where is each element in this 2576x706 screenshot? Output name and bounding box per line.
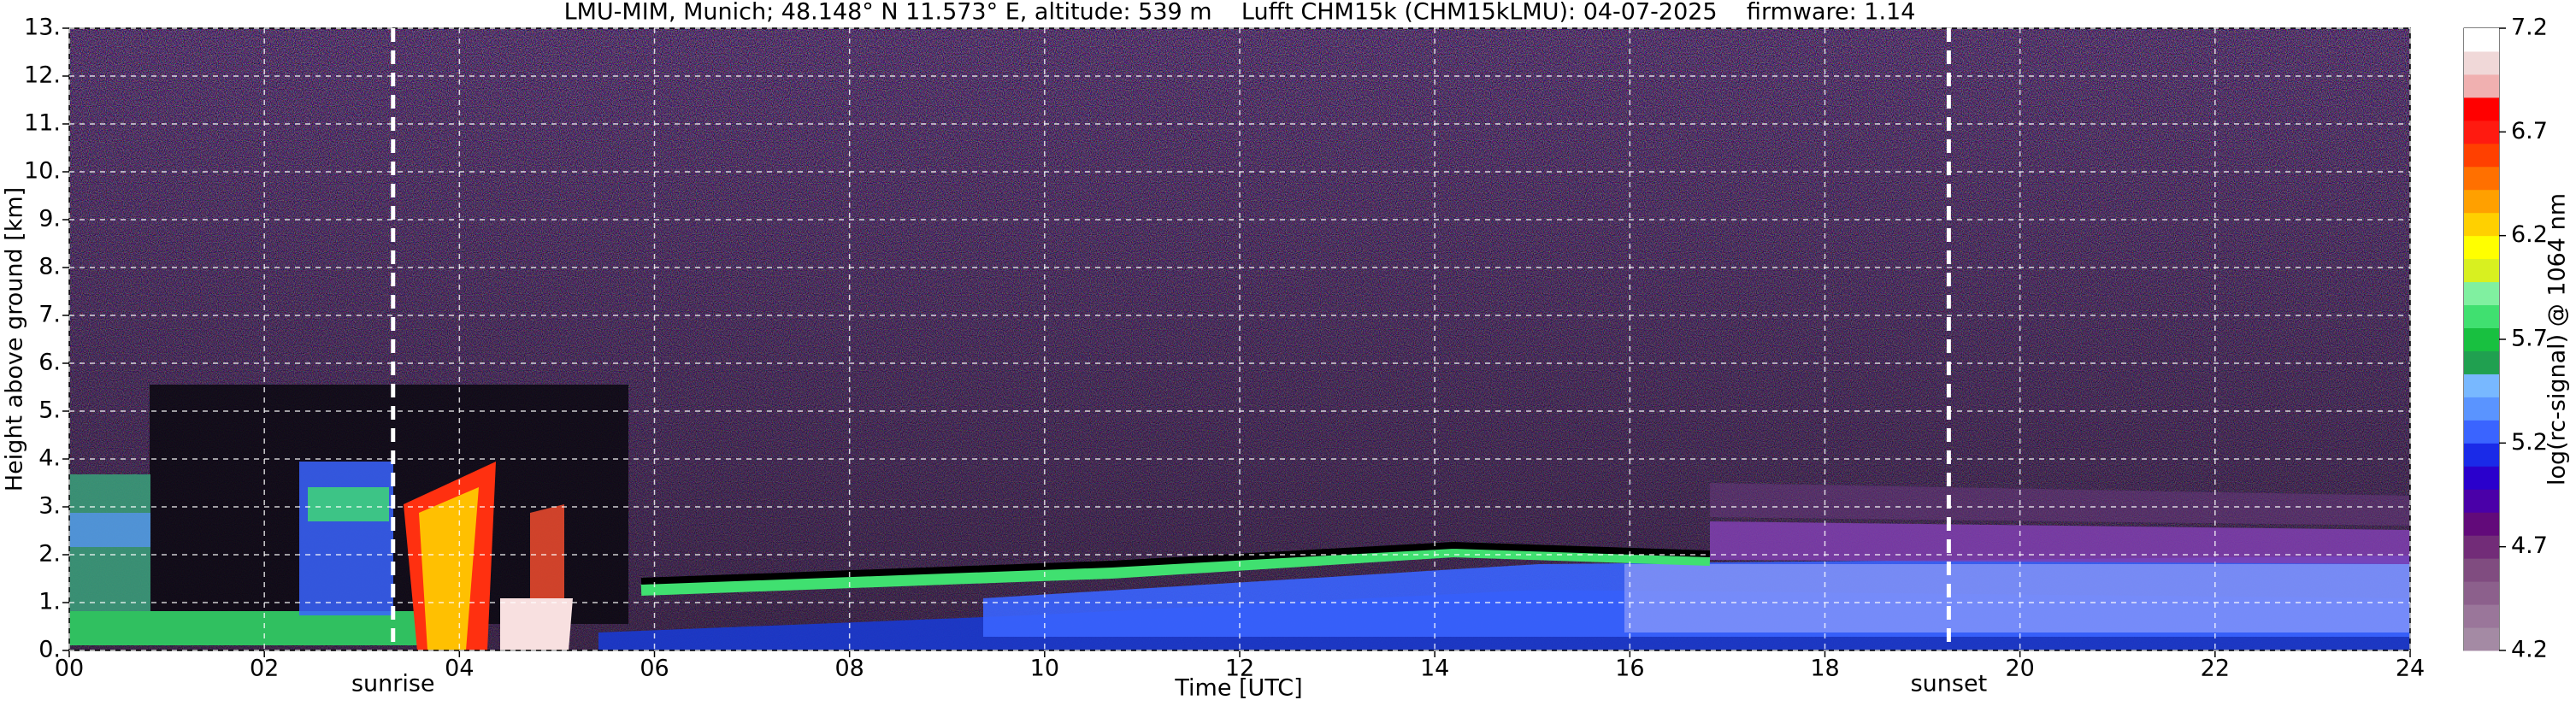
colorbar-band (2464, 581, 2499, 605)
colorbar-band (2464, 535, 2499, 559)
colorbar-band (2464, 166, 2499, 191)
y-tick-label: 0. (38, 637, 61, 663)
colorbar-band (2464, 627, 2499, 651)
colorbar-tick-label: 6.7 (2511, 118, 2548, 144)
colorbar-band (2464, 558, 2499, 582)
colorbar-band (2464, 28, 2499, 52)
cloud-layer (69, 513, 150, 547)
colorbar-band (2464, 120, 2499, 144)
x-axis-label: Time [UTC] (1174, 675, 1302, 702)
x-tick-label: 18 (1810, 656, 1839, 682)
x-tick-label: 14 (1420, 656, 1449, 682)
y-tick-label: 1. (38, 589, 61, 615)
colorbar-tick-label: 5.2 (2511, 429, 2548, 456)
colorbar-band (2464, 466, 2499, 490)
y-tick-label: 11. (24, 110, 61, 137)
colorbar-tick-label: 7.2 (2511, 15, 2548, 41)
surface-layer (69, 611, 428, 645)
annotation-label: sunset (1911, 671, 1988, 697)
y-tick-label: 10. (24, 158, 61, 185)
colorbar-tick-label: 4.2 (2511, 637, 2548, 663)
x-tick-label: 22 (2201, 656, 2230, 682)
cloud-layer (299, 462, 393, 615)
colorbar-band (2464, 489, 2499, 513)
x-tick-label: 16 (1615, 656, 1644, 682)
x-tick-label: 02 (250, 656, 279, 682)
layer-top (640, 544, 1711, 596)
colorbar-label: log(rc-signal) @ 1064 nm (2544, 193, 2571, 485)
colorbar-tick-label: 5.7 (2511, 326, 2548, 352)
x-tick-label: 00 (55, 656, 84, 682)
y-tick-label: 5. (38, 397, 61, 424)
colorbar-band (2464, 304, 2499, 329)
boundary-layer (1624, 564, 2410, 632)
y-tick-label: 7. (38, 302, 61, 328)
y-tick-label: 6. (38, 350, 61, 376)
colorbar-band (2464, 97, 2499, 121)
colorbar-band (2464, 512, 2499, 536)
precipitation (530, 504, 564, 598)
colorbar-tick-label: 4.7 (2511, 532, 2548, 559)
colorbar-tick-label: 6.2 (2511, 221, 2548, 248)
colorbar-band (2464, 50, 2499, 75)
y-tick-label: 8. (38, 254, 61, 280)
colorbar-band (2464, 604, 2499, 628)
chart-title: LMU-MIM, Munich; 48.148° N 11.573° E, al… (564, 0, 1916, 26)
residual-layer (1710, 483, 2410, 526)
precipitation (500, 598, 573, 650)
y-tick-label: 4. (38, 445, 61, 472)
x-tick-label: 24 (2396, 656, 2425, 682)
colorbar-band (2464, 327, 2499, 351)
y-tick-label: 13. (24, 15, 61, 41)
colorbar-band (2464, 74, 2499, 98)
y-axis-label: Height above ground [km] (2, 187, 28, 491)
colorbar-band (2464, 397, 2499, 421)
colorbar-band (2464, 143, 2499, 168)
colorbar-band (2464, 258, 2499, 283)
y-tick-label: 9. (38, 206, 61, 232)
y-tick-label: 2. (38, 541, 61, 568)
cloud-layer (308, 487, 389, 521)
colorbar-band (2464, 443, 2499, 467)
annotation-label: sunrise (351, 671, 435, 697)
x-tick-label: 10 (1030, 656, 1059, 682)
colorbar-band (2464, 189, 2499, 214)
colorbar-band (2464, 235, 2499, 260)
y-tick-label: 3. (38, 493, 61, 520)
x-tick-label: 08 (834, 656, 864, 682)
colorbar-band (2464, 281, 2499, 306)
y-tick-label: 12. (24, 62, 61, 89)
colorbar-band (2464, 374, 2499, 397)
colorbar-band (2464, 350, 2499, 374)
precipitation (419, 487, 479, 650)
x-tick-label: 06 (640, 656, 669, 682)
x-tick-label: 12 (1225, 656, 1254, 682)
x-tick-label: 20 (2005, 656, 2034, 682)
colorbar-band (2464, 420, 2499, 444)
residual-layer (1710, 521, 2410, 564)
colorbar-band (2464, 212, 2499, 237)
x-tick-label: 04 (445, 656, 474, 682)
